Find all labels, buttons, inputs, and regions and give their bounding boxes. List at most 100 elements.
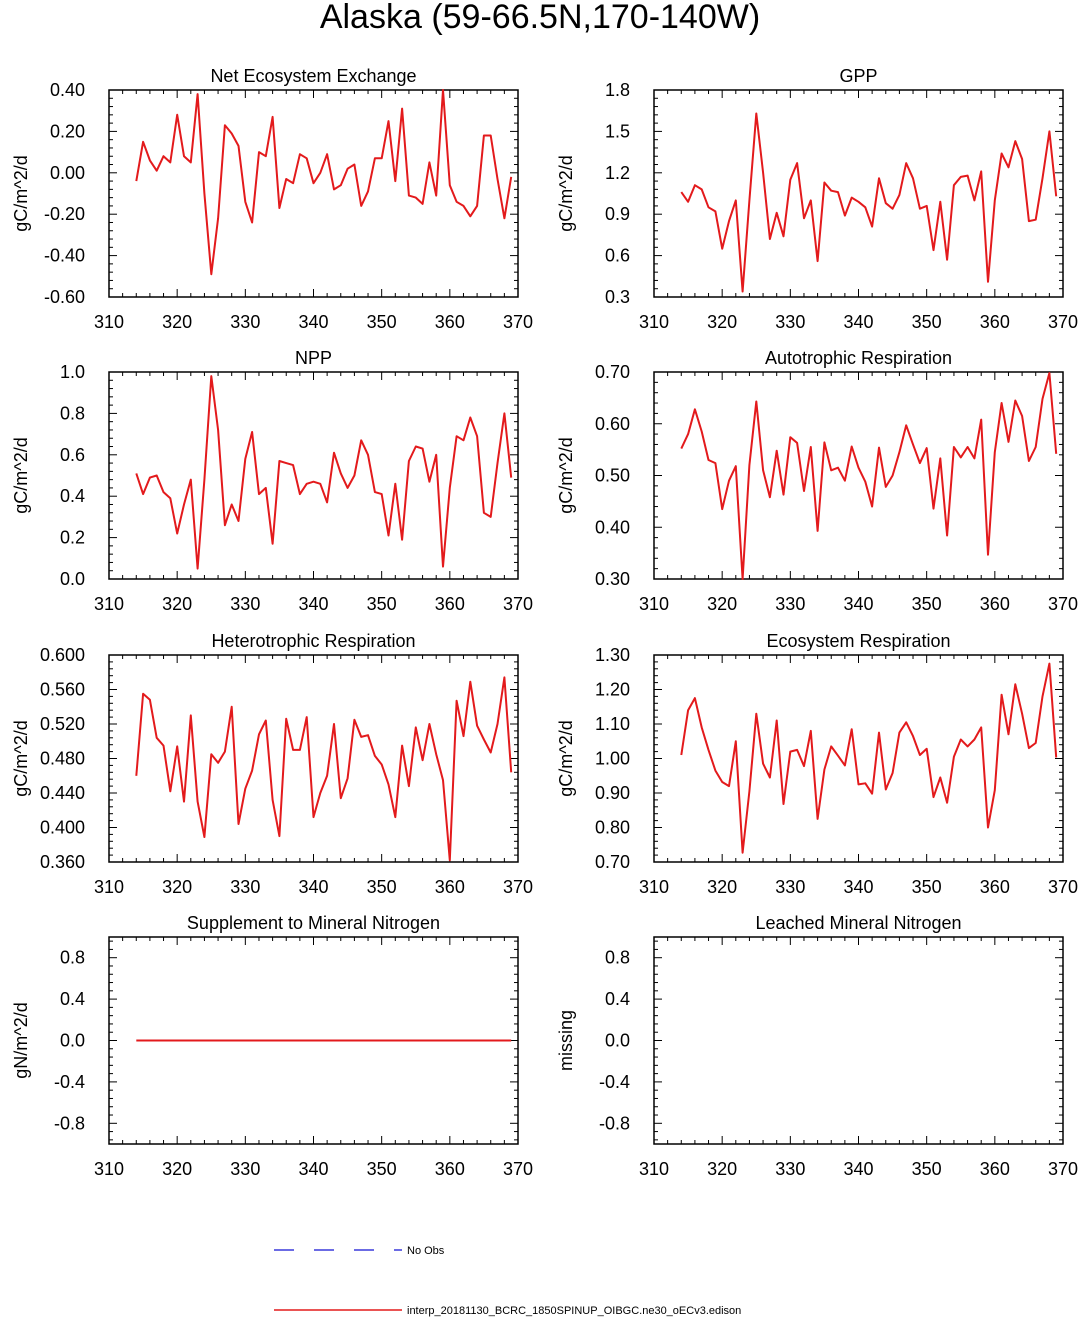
y-axis-label: gC/m^2/d [556,155,576,231]
series-line [135,375,513,570]
panel-3: NPP gC/m^2/d 310 320 330 340 350 360 370 0.0 0.2 0.… [11,348,533,614]
panel-title: Heterotrophic Respiration [211,631,415,651]
x-tick-label: 320 [162,312,192,332]
y-tick-label: 0.3 [605,287,630,307]
panel-1: Net Ecosystem Exchange gC/m^2/d 310 320 330 3… [11,66,533,332]
x-tick-label: 340 [298,594,328,614]
y-tick-label: 1.8 [605,80,630,100]
panel-title: Autotrophic Respiration [765,348,952,368]
x-tick-label: 370 [503,1159,533,1179]
y-axis-label: gC/m^2/d [11,720,31,796]
x-tick-label: 310 [639,1159,669,1179]
x-tick-label: 350 [367,877,397,897]
y-tick-label: 0.70 [595,362,630,382]
panel-title: GPP [839,66,877,86]
x-tick-label: 310 [639,594,669,614]
plot-frame [108,654,519,863]
x-tick-label: 310 [639,312,669,332]
y-tick-label: 0.50 [595,466,630,486]
y-tick-label: -0.20 [44,204,85,224]
x-tick-label: 330 [230,1159,260,1179]
x-tick-label: 310 [639,877,669,897]
y-tick-label: 0.6 [60,445,85,465]
x-tick-label: 320 [707,1159,737,1179]
y-tick-label: -0.4 [599,1072,630,1092]
x-tick-label: 350 [912,594,942,614]
plot-frame [653,654,1064,863]
x-tick-label: 330 [775,312,805,332]
y-tick-label: 0.00 [50,163,85,183]
x-tick-label: 330 [775,594,805,614]
series-line [680,372,1058,580]
x-tick-label: 320 [162,877,192,897]
x-tick-label: 350 [912,1159,942,1179]
x-tick-label: 370 [503,594,533,614]
plot-frame [108,89,519,298]
y-tick-label: 0.8 [60,948,85,968]
y-tick-label: 0.9 [605,204,630,224]
y-tick-label: 0.360 [40,852,85,872]
panel-8: Leached Mineral Nitrogen missing 310 320 330… [556,913,1078,1179]
y-tick-label: -0.4 [54,1072,85,1092]
y-tick-label: 1.20 [595,680,630,700]
x-tick-label: 320 [707,594,737,614]
y-tick-label: 0.600 [40,645,85,665]
x-tick-label: 350 [367,312,397,332]
x-tick-label: 360 [980,594,1010,614]
x-tick-label: 320 [162,1159,192,1179]
legend: No Obs interp_20181130_BCRC_1850SPINUP_OI… [274,1245,741,1317]
x-tick-label: 370 [1048,1159,1078,1179]
panel-7: Supplement to Mineral Nitrogen gN/m^2/d 31… [11,913,533,1179]
x-tick-label: 310 [94,877,124,897]
y-tick-label: 0.70 [595,852,630,872]
x-tick-label: 340 [298,1159,328,1179]
y-tick-label: 1.0 [60,362,85,382]
panel-6: Ecosystem Respiration gC/m^2/d 310 320 330 34… [556,631,1078,897]
y-axis-label: gC/m^2/d [556,437,576,513]
y-tick-label: -0.40 [44,246,85,266]
y-tick-label: 0.2 [60,528,85,548]
x-tick-label: 350 [367,594,397,614]
y-tick-label: 0.8 [605,948,630,968]
x-tick-label: 330 [230,312,260,332]
x-tick-label: 330 [775,1159,805,1179]
series-line [680,662,1058,854]
series-line [680,112,1058,293]
x-tick-label: 360 [980,1159,1010,1179]
panel-4: Autotrophic Respiration gC/m^2/d 310 320 330… [556,348,1078,614]
x-tick-label: 320 [707,312,737,332]
x-tick-label: 360 [980,312,1010,332]
x-tick-label: 360 [435,312,465,332]
panel-title: Net Ecosystem Exchange [210,66,416,86]
series-line [135,676,513,862]
y-tick-label: 0.90 [595,783,630,803]
x-tick-label: 370 [503,312,533,332]
y-tick-label: 0.560 [40,680,85,700]
y-tick-label: 0.520 [40,714,85,734]
legend-label: No Obs [407,1245,445,1257]
series-line [135,89,513,276]
y-tick-label: 0.80 [595,818,630,838]
x-tick-label: 330 [775,877,805,897]
y-tick-label: 0.8 [60,403,85,423]
x-tick-label: 310 [94,594,124,614]
panel-title: Supplement to Mineral Nitrogen [187,913,440,933]
x-tick-label: 350 [912,877,942,897]
x-tick-label: 340 [298,877,328,897]
x-tick-label: 340 [843,312,873,332]
x-tick-label: 330 [230,877,260,897]
x-tick-label: 370 [1048,877,1078,897]
y-tick-label: 1.2 [605,163,630,183]
plot-frame [653,936,1064,1145]
x-tick-label: 310 [94,312,124,332]
y-tick-label: 0.400 [40,818,85,838]
y-tick-label: 0.0 [605,1031,630,1051]
y-axis-label: missing [556,1010,576,1071]
x-tick-label: 320 [707,877,737,897]
y-axis-label: gC/m^2/d [11,437,31,513]
x-tick-label: 340 [298,312,328,332]
y-axis-label: gN/m^2/d [11,1002,31,1078]
legend-label: interp_20181130_BCRC_1850SPINUP_OIBGC.ne… [407,1305,741,1317]
x-tick-label: 330 [230,594,260,614]
